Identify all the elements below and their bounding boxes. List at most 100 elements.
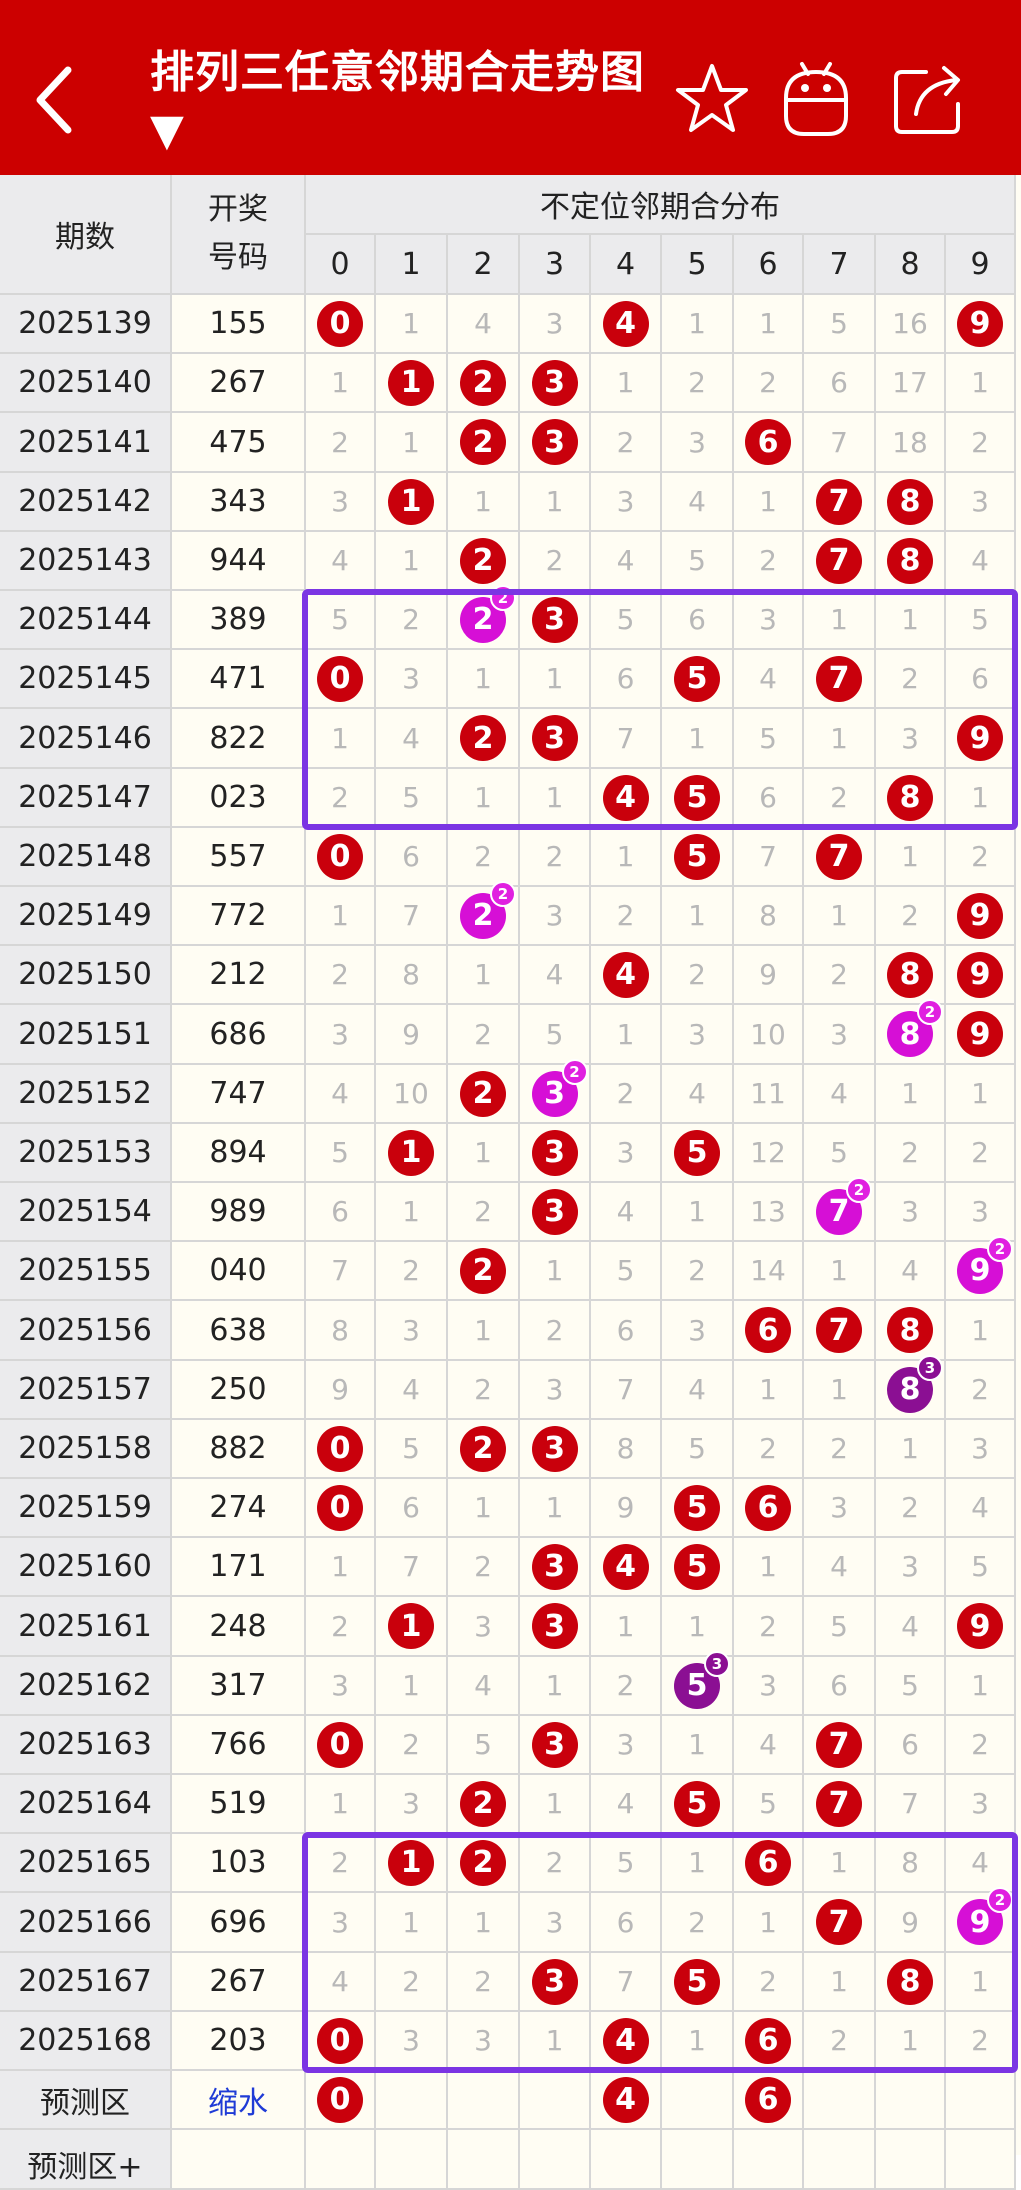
distribution-cell[interactable]: 1 (591, 1597, 662, 1657)
distribution-cell[interactable]: 6 (734, 1834, 804, 1893)
distribution-cell[interactable]: 1 (448, 650, 520, 709)
distribution-cell[interactable]: 2 (734, 1597, 804, 1657)
distribution-cell[interactable]: 17 (876, 354, 946, 413)
forecast-plus-action[interactable] (172, 2130, 306, 2190)
distribution-cell[interactable]: 4 (946, 1834, 1016, 1893)
distribution-cell[interactable]: 7 (804, 650, 876, 709)
distribution-cell[interactable]: 2 (448, 709, 520, 769)
distribution-cell[interactable]: 4 (591, 769, 662, 828)
distribution-cell[interactable]: 5 (804, 1124, 876, 1183)
distribution-cell[interactable]: 2 (804, 769, 876, 828)
distribution-cell[interactable]: 2 (876, 1124, 946, 1183)
distribution-cell[interactable]: 1 (946, 1953, 1016, 2012)
distribution-cell[interactable]: 4 (662, 473, 734, 532)
distribution-cell[interactable]: 3 (306, 1893, 376, 1953)
distribution-cell[interactable]: 2 (306, 1597, 376, 1657)
distribution-cell[interactable]: 7 (804, 1775, 876, 1834)
distribution-cell[interactable]: 6 (946, 650, 1016, 709)
distribution-cell[interactable]: 5 (804, 295, 876, 354)
distribution-cell[interactable]: 2 (448, 354, 520, 413)
distribution-cell[interactable]: 6 (591, 1893, 662, 1953)
star-icon[interactable] (672, 58, 752, 138)
distribution-cell[interactable]: 2 (448, 413, 520, 473)
distribution-cell[interactable]: 5 (306, 591, 376, 650)
distribution-cell[interactable]: 4 (662, 1065, 734, 1124)
distribution-cell[interactable]: 2 (946, 1124, 1016, 1183)
distribution-cell[interactable]: 4 (448, 295, 520, 354)
distribution-cell[interactable]: 1 (734, 295, 804, 354)
distribution-cell[interactable]: 2 (520, 532, 591, 591)
distribution-cell[interactable]: 18 (876, 413, 946, 473)
distribution-cell[interactable]: 1 (591, 1005, 662, 1065)
forecast-plus-cell[interactable] (804, 2130, 876, 2190)
distribution-cell[interactable]: 3 (876, 1538, 946, 1597)
page-title[interactable]: 排列三任意邻期合走势图 ▼ (150, 47, 645, 156)
share-icon[interactable] (890, 58, 970, 138)
forecast-cell[interactable] (876, 2071, 946, 2130)
distribution-cell[interactable]: 1 (448, 1124, 520, 1183)
forecast-plus-cell[interactable] (734, 2130, 804, 2190)
distribution-cell[interactable]: 2 (662, 1242, 734, 1301)
distribution-cell[interactable]: 8 (876, 1301, 946, 1361)
distribution-cell[interactable]: 9 (876, 1893, 946, 1953)
distribution-cell[interactable]: 5 (662, 1479, 734, 1538)
distribution-cell[interactable]: 8 (876, 1834, 946, 1893)
distribution-cell[interactable]: 1 (804, 887, 876, 946)
distribution-cell[interactable]: 6 (591, 650, 662, 709)
distribution-cell[interactable]: 5 (662, 1420, 734, 1479)
distribution-cell[interactable]: 2 (306, 1834, 376, 1893)
distribution-cell[interactable]: 1 (306, 887, 376, 946)
forecast-cell[interactable] (520, 2071, 591, 2130)
distribution-cell[interactable]: 3 (591, 473, 662, 532)
distribution-cell[interactable]: 1 (662, 709, 734, 769)
distribution-cell[interactable]: 3 (520, 1716, 591, 1775)
distribution-cell[interactable]: 8 (876, 532, 946, 591)
forecast-cell[interactable] (804, 2071, 876, 2130)
distribution-cell[interactable]: 4 (306, 1065, 376, 1124)
distribution-cell[interactable]: 3 (520, 354, 591, 413)
distribution-cell[interactable]: 2 (946, 828, 1016, 887)
distribution-cell[interactable]: 7 (804, 828, 876, 887)
distribution-cell[interactable]: 1 (306, 1775, 376, 1834)
distribution-cell[interactable]: 9 (734, 946, 804, 1005)
distribution-cell[interactable]: 9 (376, 1005, 448, 1065)
distribution-cell[interactable]: 5 (591, 1834, 662, 1893)
distribution-cell[interactable]: 2 (448, 532, 520, 591)
distribution-cell[interactable]: 1 (662, 2012, 734, 2071)
distribution-cell[interactable]: 1 (662, 295, 734, 354)
shrink-link[interactable]: 缩水 (172, 2071, 306, 2130)
distribution-cell[interactable]: 5 (876, 1657, 946, 1716)
distribution-cell[interactable]: 2 (376, 1242, 448, 1301)
distribution-cell[interactable]: 0 (306, 828, 376, 887)
distribution-cell[interactable]: 2 (520, 828, 591, 887)
distribution-cell[interactable]: 3 (662, 1005, 734, 1065)
distribution-cell[interactable]: 2 (306, 413, 376, 473)
distribution-cell[interactable]: 1 (876, 1420, 946, 1479)
distribution-cell[interactable]: 4 (591, 1183, 662, 1242)
distribution-cell[interactable]: 4 (591, 1538, 662, 1597)
distribution-cell[interactable]: 2 (804, 2012, 876, 2071)
distribution-cell[interactable]: 3 (520, 1124, 591, 1183)
distribution-cell[interactable]: 6 (734, 2012, 804, 2071)
distribution-cell[interactable]: 12 (734, 1124, 804, 1183)
forecast-plus-cell[interactable] (306, 2130, 376, 2190)
distribution-cell[interactable]: 2 (448, 1183, 520, 1242)
distribution-cell[interactable]: 1 (804, 591, 876, 650)
distribution-cell[interactable]: 3 (946, 1183, 1016, 1242)
distribution-cell[interactable]: 4 (448, 1657, 520, 1716)
distribution-cell[interactable]: 2 (662, 354, 734, 413)
distribution-cell[interactable]: 1 (804, 709, 876, 769)
distribution-cell[interactable]: 5 (662, 1775, 734, 1834)
distribution-cell[interactable]: 7 (804, 532, 876, 591)
distribution-cell[interactable]: 3 (520, 1183, 591, 1242)
distribution-cell[interactable]: 8 (876, 1953, 946, 2012)
distribution-cell[interactable]: 4 (591, 532, 662, 591)
distribution-cell[interactable]: 5 (662, 532, 734, 591)
distribution-cell[interactable]: 5 (376, 769, 448, 828)
distribution-cell[interactable]: 3 (520, 1420, 591, 1479)
distribution-cell[interactable]: 2 (448, 1538, 520, 1597)
distribution-cell[interactable]: 1 (376, 532, 448, 591)
distribution-cell[interactable]: 3 (520, 1893, 591, 1953)
